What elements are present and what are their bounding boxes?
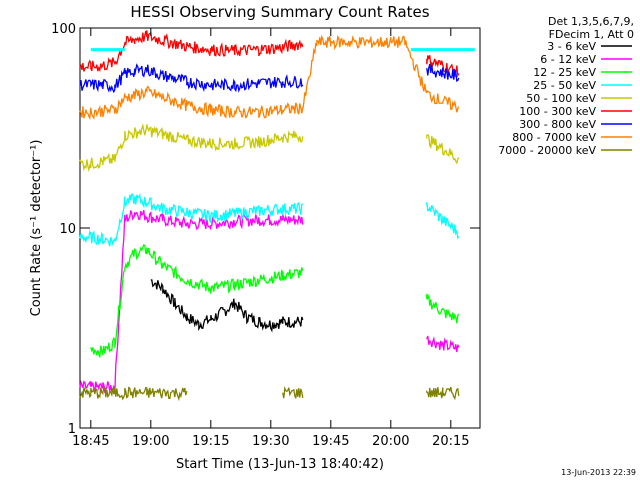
- y-tick-label-1: 10: [59, 222, 76, 237]
- y-tick-label-0: 1: [68, 422, 76, 437]
- x-tick-label-2: 19:15: [192, 434, 229, 449]
- series-line-5: [79, 30, 460, 78]
- y-tick-label-2: 100: [51, 22, 76, 37]
- series-line-7: [79, 34, 460, 120]
- legend-entry-label-8: 7000 - 20000 keV: [498, 144, 596, 157]
- series-line-3: [79, 193, 460, 247]
- series-8: [79, 385, 460, 402]
- x-tick-label-6: 20:15: [432, 434, 469, 449]
- series-4: [79, 123, 460, 173]
- series-3: [79, 193, 460, 247]
- legend-entry-label-6: 300 - 800 keV: [519, 118, 596, 131]
- chart-title: HESSI Observing Summary Count Rates: [130, 3, 429, 21]
- legend-entry-label-2: 12 - 25 keV: [533, 66, 596, 79]
- series-layer: [79, 30, 460, 402]
- series-5: [79, 30, 460, 78]
- legend-entry-label-0: 3 - 6 keV: [547, 40, 596, 53]
- series-line-6: [79, 63, 460, 94]
- series-6: [79, 63, 460, 94]
- legend-header-line-2: FDecim 1, Att 0: [549, 28, 634, 41]
- x-tick-label-4: 19:45: [312, 434, 349, 449]
- y-axis-label: Count Rate (s⁻¹ detector⁻¹): [29, 140, 44, 317]
- series-1: [79, 210, 460, 394]
- legend-header-line-1: Det 1,3,5,6,7,9,: [548, 15, 634, 28]
- tick-layer: 18:45 19:00 19:15 19:30 19:45 20:00 20:15 1 10 10…: [51, 22, 480, 449]
- series-line-4: [79, 123, 460, 173]
- legend-entry-label-4: 50 - 100 keV: [526, 92, 596, 105]
- x-tick-label-1: 19:00: [132, 434, 169, 449]
- series-2: [90, 243, 460, 358]
- legend-entry-label-5: 100 - 300 keV: [519, 105, 596, 118]
- series-line-0: [150, 279, 304, 333]
- series-line-1: [79, 210, 460, 394]
- series-7: [79, 34, 460, 120]
- x-tick-label-5: 20:00: [372, 434, 409, 449]
- footer-date: 13-Jun-2013 22:39: [561, 468, 636, 477]
- x-tick-label-3: 19:30: [252, 434, 289, 449]
- legend: Det 1,3,5,6,7,9, FDecim 1, Att 0 3 - 6 k…: [498, 15, 634, 157]
- series-line-2: [90, 243, 460, 358]
- legend-entry-label-1: 6 - 12 keV: [540, 53, 596, 66]
- series-0: [150, 279, 304, 333]
- legend-entry-label-3: 25 - 50 keV: [533, 79, 596, 92]
- x-tick-label-0: 18:45: [72, 434, 109, 449]
- x-axis-label: Start Time (13-Jun-13 18:40:42): [176, 457, 384, 472]
- series-line-8: [79, 385, 460, 402]
- legend-entry-label-7: 800 - 7000 keV: [512, 131, 596, 144]
- plot-area: 18:45 19:00 19:15 19:30 19:45 20:00 20:15 1 10 10…: [51, 22, 481, 449]
